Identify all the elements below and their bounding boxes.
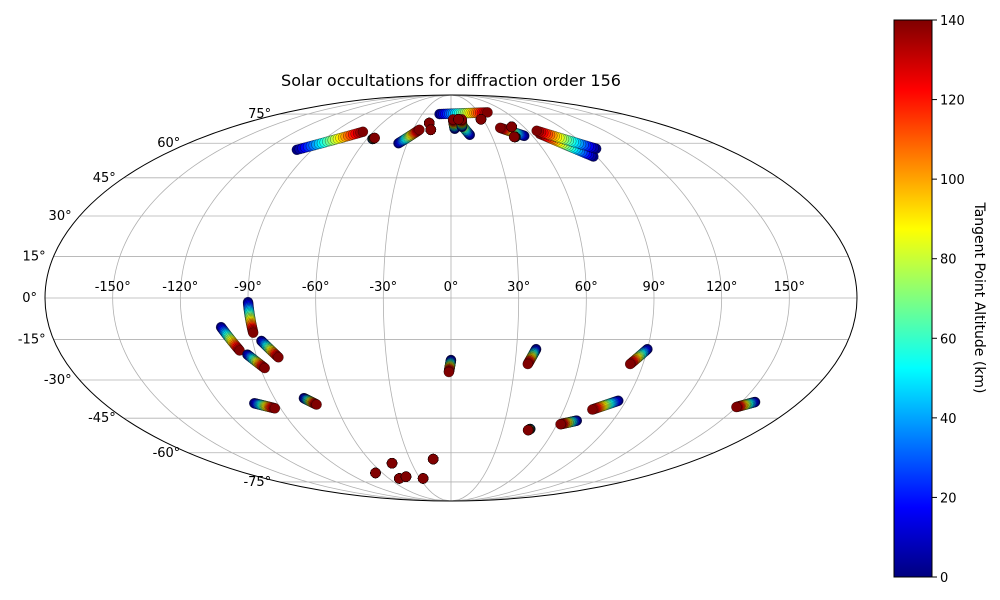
chart-title: Solar occultations for diffraction order… [281, 71, 621, 90]
track-point [453, 114, 464, 125]
colorbar-tick-label: 60 [940, 332, 957, 347]
track-point [425, 124, 436, 135]
colorbar-tick-label: 80 [940, 253, 957, 268]
lat-tick-label: 75° [248, 107, 271, 122]
lon-tick-label: -120° [162, 280, 198, 295]
occultation-track [531, 125, 602, 154]
occultation-track [393, 124, 425, 149]
occultation-track [443, 354, 457, 378]
longitude-tick-labels: -150° -120° -90° -60° -30° 0° 30° 60° 90° 120° 150… [95, 280, 805, 295]
lat-tick-label: -45° [88, 411, 116, 426]
track-point [357, 126, 369, 137]
colorbar-tick-label: 140 [940, 14, 965, 29]
lon-tick-label: 0° [444, 280, 459, 295]
occultation-track [522, 343, 542, 370]
track-point [248, 327, 259, 338]
occultation-track [453, 114, 464, 125]
colorbar-tick-label: 100 [940, 173, 965, 188]
track-point [311, 399, 322, 410]
occultation-track [242, 349, 270, 374]
graticule [45, 95, 857, 501]
lon-tick-label: -150° [95, 280, 131, 295]
lat-tick-label: -30° [44, 373, 72, 388]
occultation-track [587, 395, 624, 415]
lat-tick-label: 60° [157, 136, 180, 151]
colorbar-ticks: 0 20 40 60 80 100 120 140 [932, 14, 965, 586]
lon-tick-label: 120° [706, 280, 737, 295]
occultation-track [428, 453, 439, 465]
track-point [370, 467, 381, 479]
lon-tick-label: 60° [575, 280, 598, 295]
track-point [495, 122, 506, 133]
colorbar-gradient [893, 19, 933, 578]
track-point [522, 425, 534, 436]
occultation-track [370, 467, 381, 479]
track-point [506, 121, 517, 132]
lon-tick-label: 150° [774, 280, 805, 295]
track-point [259, 362, 270, 374]
track-point [269, 403, 281, 414]
lat-tick-label: 45° [93, 171, 116, 186]
occultation-track [249, 398, 281, 414]
occultation-track [386, 458, 398, 469]
occultation-track [522, 423, 536, 436]
track-point [386, 458, 398, 469]
track-point [414, 124, 425, 135]
lat-tick-label: -15° [18, 333, 46, 348]
occultation-track [625, 343, 653, 370]
track-point [369, 132, 380, 144]
lat-tick-label: -60° [153, 446, 181, 461]
occultation-track [215, 322, 245, 356]
occultation-track [506, 121, 517, 132]
lon-tick-label: 30° [507, 280, 530, 295]
track-point [625, 358, 636, 370]
colorbar-tick-label: 120 [940, 94, 965, 109]
map-boundary [44, 94, 858, 502]
track-point [522, 358, 533, 370]
track-point [531, 125, 542, 136]
track-point [482, 107, 493, 118]
lat-tick-label: 0° [22, 291, 37, 306]
colorbar-tick-label: 20 [940, 491, 957, 506]
colorbar-label: Tangent Point Altitude (km) [971, 201, 987, 393]
occultation-track [242, 297, 259, 338]
occultation-tracks [215, 107, 761, 484]
track-point [731, 401, 742, 413]
lat-tick-label: 15° [23, 249, 46, 264]
occultation-track [508, 131, 521, 143]
lat-tick-label: 30° [49, 209, 72, 224]
colorbar-tick-label: 0 [940, 571, 948, 586]
occultation-track [298, 393, 322, 410]
lon-tick-label: -60° [302, 280, 330, 295]
occultation-track [731, 396, 761, 413]
track-point [475, 114, 487, 125]
colorbar: 0 20 40 60 80 100 120 140 Tangent Point Altitud… [893, 14, 987, 586]
track-point [417, 473, 429, 484]
occultation-track [367, 132, 380, 145]
track-point [428, 453, 439, 465]
lon-tick-label: -30° [369, 280, 397, 295]
occultation-track [475, 114, 487, 125]
occultation-track [256, 335, 284, 363]
track-point [400, 471, 412, 482]
track-point [508, 131, 520, 143]
lon-tick-label: 90° [642, 280, 665, 295]
occultation-track [291, 126, 369, 155]
track-point [555, 419, 566, 430]
lon-tick-label: -90° [234, 280, 262, 295]
track-point [273, 352, 284, 363]
occultation-track [425, 124, 436, 135]
track-point [443, 366, 455, 378]
occultation-track [417, 473, 429, 484]
colorbar-tick-label: 40 [940, 412, 957, 427]
occultation-track [400, 471, 412, 482]
latitude-tick-labels: -75° -60° -45° -30° -15° 0° 15° 30° 45° 60° 75° [18, 107, 271, 490]
occultation-track [555, 415, 582, 430]
track-point [587, 404, 598, 415]
lat-tick-label: -75° [243, 475, 271, 490]
